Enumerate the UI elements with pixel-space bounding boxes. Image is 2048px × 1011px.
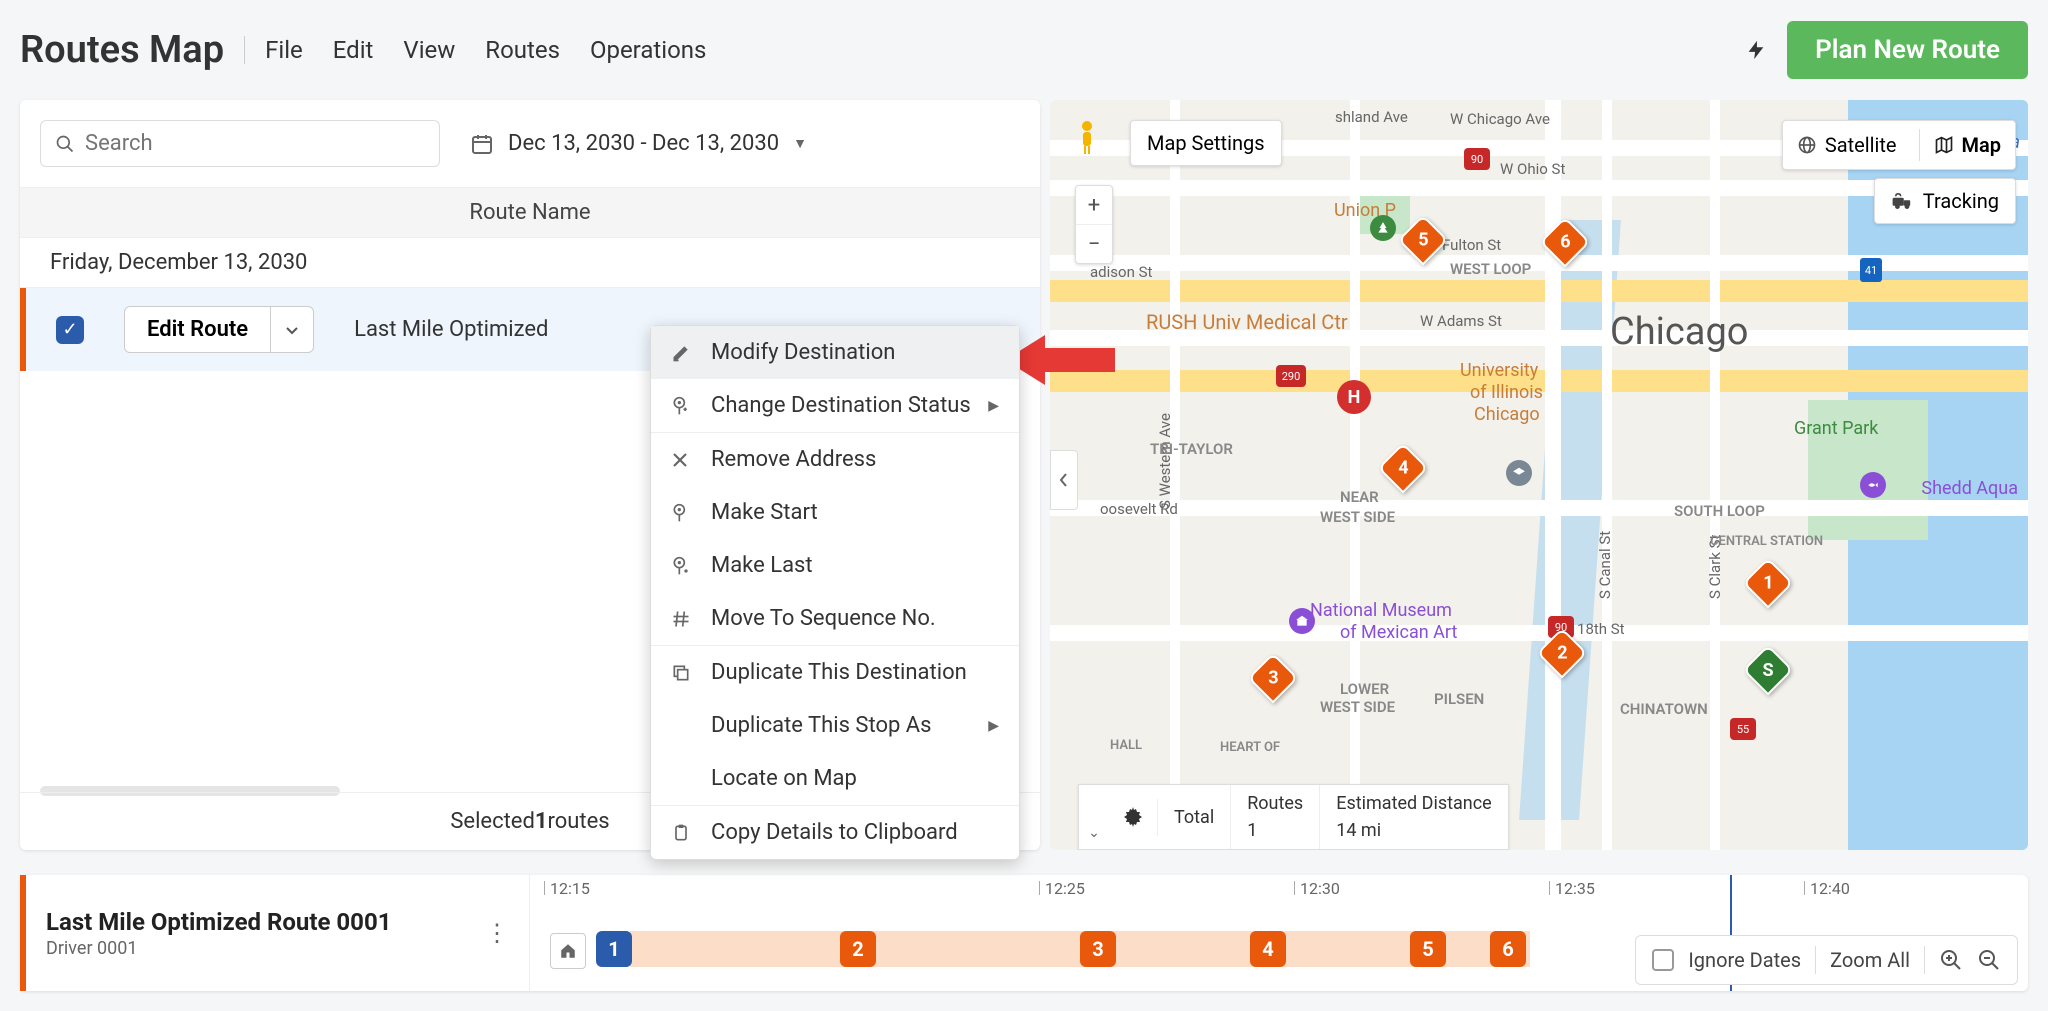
cm-make-last[interactable]: Make Last (651, 539, 1019, 592)
zoom-all-button[interactable]: Zoom All (1830, 948, 1910, 972)
cm-make-start[interactable]: Make Start (651, 486, 1019, 539)
date-range-label: Dec 13, 2030 - Dec 13, 2030 (508, 131, 779, 156)
timeline-driver-label: Driver 0001 (46, 938, 485, 959)
time-tick: 12:30 (1300, 879, 1340, 898)
clipboard-icon (671, 823, 695, 843)
ignore-dates-checkbox[interactable] (1652, 949, 1674, 971)
x-icon (671, 451, 695, 469)
highway-shield-55: 55 (1730, 718, 1756, 740)
date-range-selector[interactable]: Dec 13, 2030 - Dec 13, 2030 ▼ (470, 131, 807, 156)
map-settings-button[interactable]: Map Settings (1130, 120, 1282, 166)
cm-modify-destination[interactable]: Modify Destination (651, 326, 1019, 379)
edit-route-button[interactable]: Edit Route (124, 306, 271, 353)
timeline-stop-3[interactable]: 3 (1080, 931, 1116, 967)
pin-start-icon (671, 503, 695, 523)
submenu-arrow-icon: ▶ (988, 398, 999, 414)
cm-duplicate[interactable]: Duplicate This Destination (651, 646, 1019, 699)
stats-settings-icon[interactable] (1109, 793, 1157, 841)
route-name-label: Last Mile Optimized (354, 317, 548, 342)
timeline-controls: Ignore Dates Zoom All (1635, 935, 2018, 985)
highway-shield-290: 290 (1276, 365, 1306, 387)
cm-change-status[interactable]: Change Destination Status ▶ (651, 379, 1019, 432)
collapse-panel-button[interactable] (1050, 450, 1078, 510)
header-divider (244, 36, 245, 64)
map-panel[interactable]: W Chicago Ave W Ohio St W Fulton St W Ad… (1050, 100, 2028, 850)
submenu-arrow-icon: ▶ (988, 718, 999, 734)
time-tick: 12:35 (1555, 879, 1595, 898)
stats-box: ⌄ Total Routes 1 Estimated Distance 14 m… (1078, 784, 1509, 850)
cm-copy-clipboard[interactable]: Copy Details to Clipboard (651, 806, 1019, 859)
caret-down-icon: ▼ (793, 135, 807, 152)
hospital-poi-icon: H (1337, 380, 1371, 414)
date-group-header: Friday, December 13, 2030 (20, 238, 1040, 288)
zoom-in-button[interactable]: + (1076, 186, 1112, 224)
edit-route-dropdown[interactable] (271, 306, 314, 353)
timeline-stop-6[interactable]: 6 (1490, 931, 1526, 967)
menu-bar: File Edit View Routes Operations (265, 36, 1745, 64)
time-tick: 12:40 (1810, 879, 1850, 898)
search-icon (55, 134, 75, 154)
timeline-stop-2[interactable]: 2 (840, 931, 876, 967)
time-tick: 12:25 (1045, 879, 1085, 898)
museum-poi-icon (1289, 608, 1315, 634)
timeline-route-title: Last Mile Optimized Route 0001 (46, 908, 485, 936)
duplicate-icon (671, 663, 695, 683)
page-title: Routes Map (20, 28, 224, 72)
cm-move-sequence[interactable]: Move To Sequence No. (651, 592, 1019, 645)
column-header-route-name: Route Name (20, 187, 1040, 238)
pin-status-icon (671, 396, 695, 416)
stats-collapse-toggle[interactable]: ⌄ (1079, 825, 1109, 849)
menu-operations[interactable]: Operations (590, 36, 706, 64)
timeline-stop-4[interactable]: 4 (1250, 931, 1286, 967)
timeline-zoom-out-icon[interactable] (1977, 948, 2001, 972)
map-type-toggle[interactable]: Satellite Map (1782, 120, 2016, 170)
hash-icon (671, 609, 695, 629)
aquarium-poi-icon (1860, 472, 1886, 498)
time-tick: 12:15 (550, 879, 590, 898)
zoom-out-button[interactable]: − (1076, 225, 1112, 263)
zoom-control: + − (1075, 185, 1113, 264)
menu-routes[interactable]: Routes (485, 36, 560, 64)
school-poi-icon (1506, 460, 1532, 486)
timeline-stop-5[interactable]: 5 (1410, 931, 1446, 967)
destination-context-menu: Modify Destination Change Destination St… (650, 325, 1020, 860)
route-checkbox[interactable]: ✓ (56, 316, 84, 344)
tree-poi-icon (1370, 215, 1396, 241)
timeline-home-button[interactable] (550, 933, 586, 969)
pin-last-icon (671, 556, 695, 576)
cm-duplicate-as[interactable]: Duplicate This Stop As ▶ (651, 699, 1019, 752)
pencil-icon (671, 343, 695, 363)
bolt-icon[interactable] (1745, 36, 1767, 64)
timeline-kebab-menu[interactable]: ⋮ (485, 919, 509, 947)
calendar-icon (470, 132, 494, 156)
highway-shield-90: 90 (1464, 148, 1490, 170)
menu-file[interactable]: File (265, 36, 303, 64)
timeline-zoom-in-icon[interactable] (1939, 948, 1963, 972)
search-box[interactable] (40, 120, 440, 167)
cm-locate[interactable]: Locate on Map (651, 752, 1019, 805)
timeline-stop-1[interactable]: 1 (596, 931, 632, 967)
menu-view[interactable]: View (403, 36, 455, 64)
ignore-dates-label: Ignore Dates (1688, 948, 1801, 972)
cm-remove-address[interactable]: Remove Address (651, 433, 1019, 486)
tracking-button[interactable]: Tracking (1874, 178, 2016, 224)
menu-edit[interactable]: Edit (333, 36, 374, 64)
callout-arrow (1005, 330, 1115, 390)
route-shield-41: 41 (1860, 258, 1882, 282)
search-input[interactable] (85, 131, 425, 156)
streetview-icon[interactable] (1075, 120, 1099, 154)
plan-new-route-button[interactable]: Plan New Route (1787, 21, 2028, 79)
